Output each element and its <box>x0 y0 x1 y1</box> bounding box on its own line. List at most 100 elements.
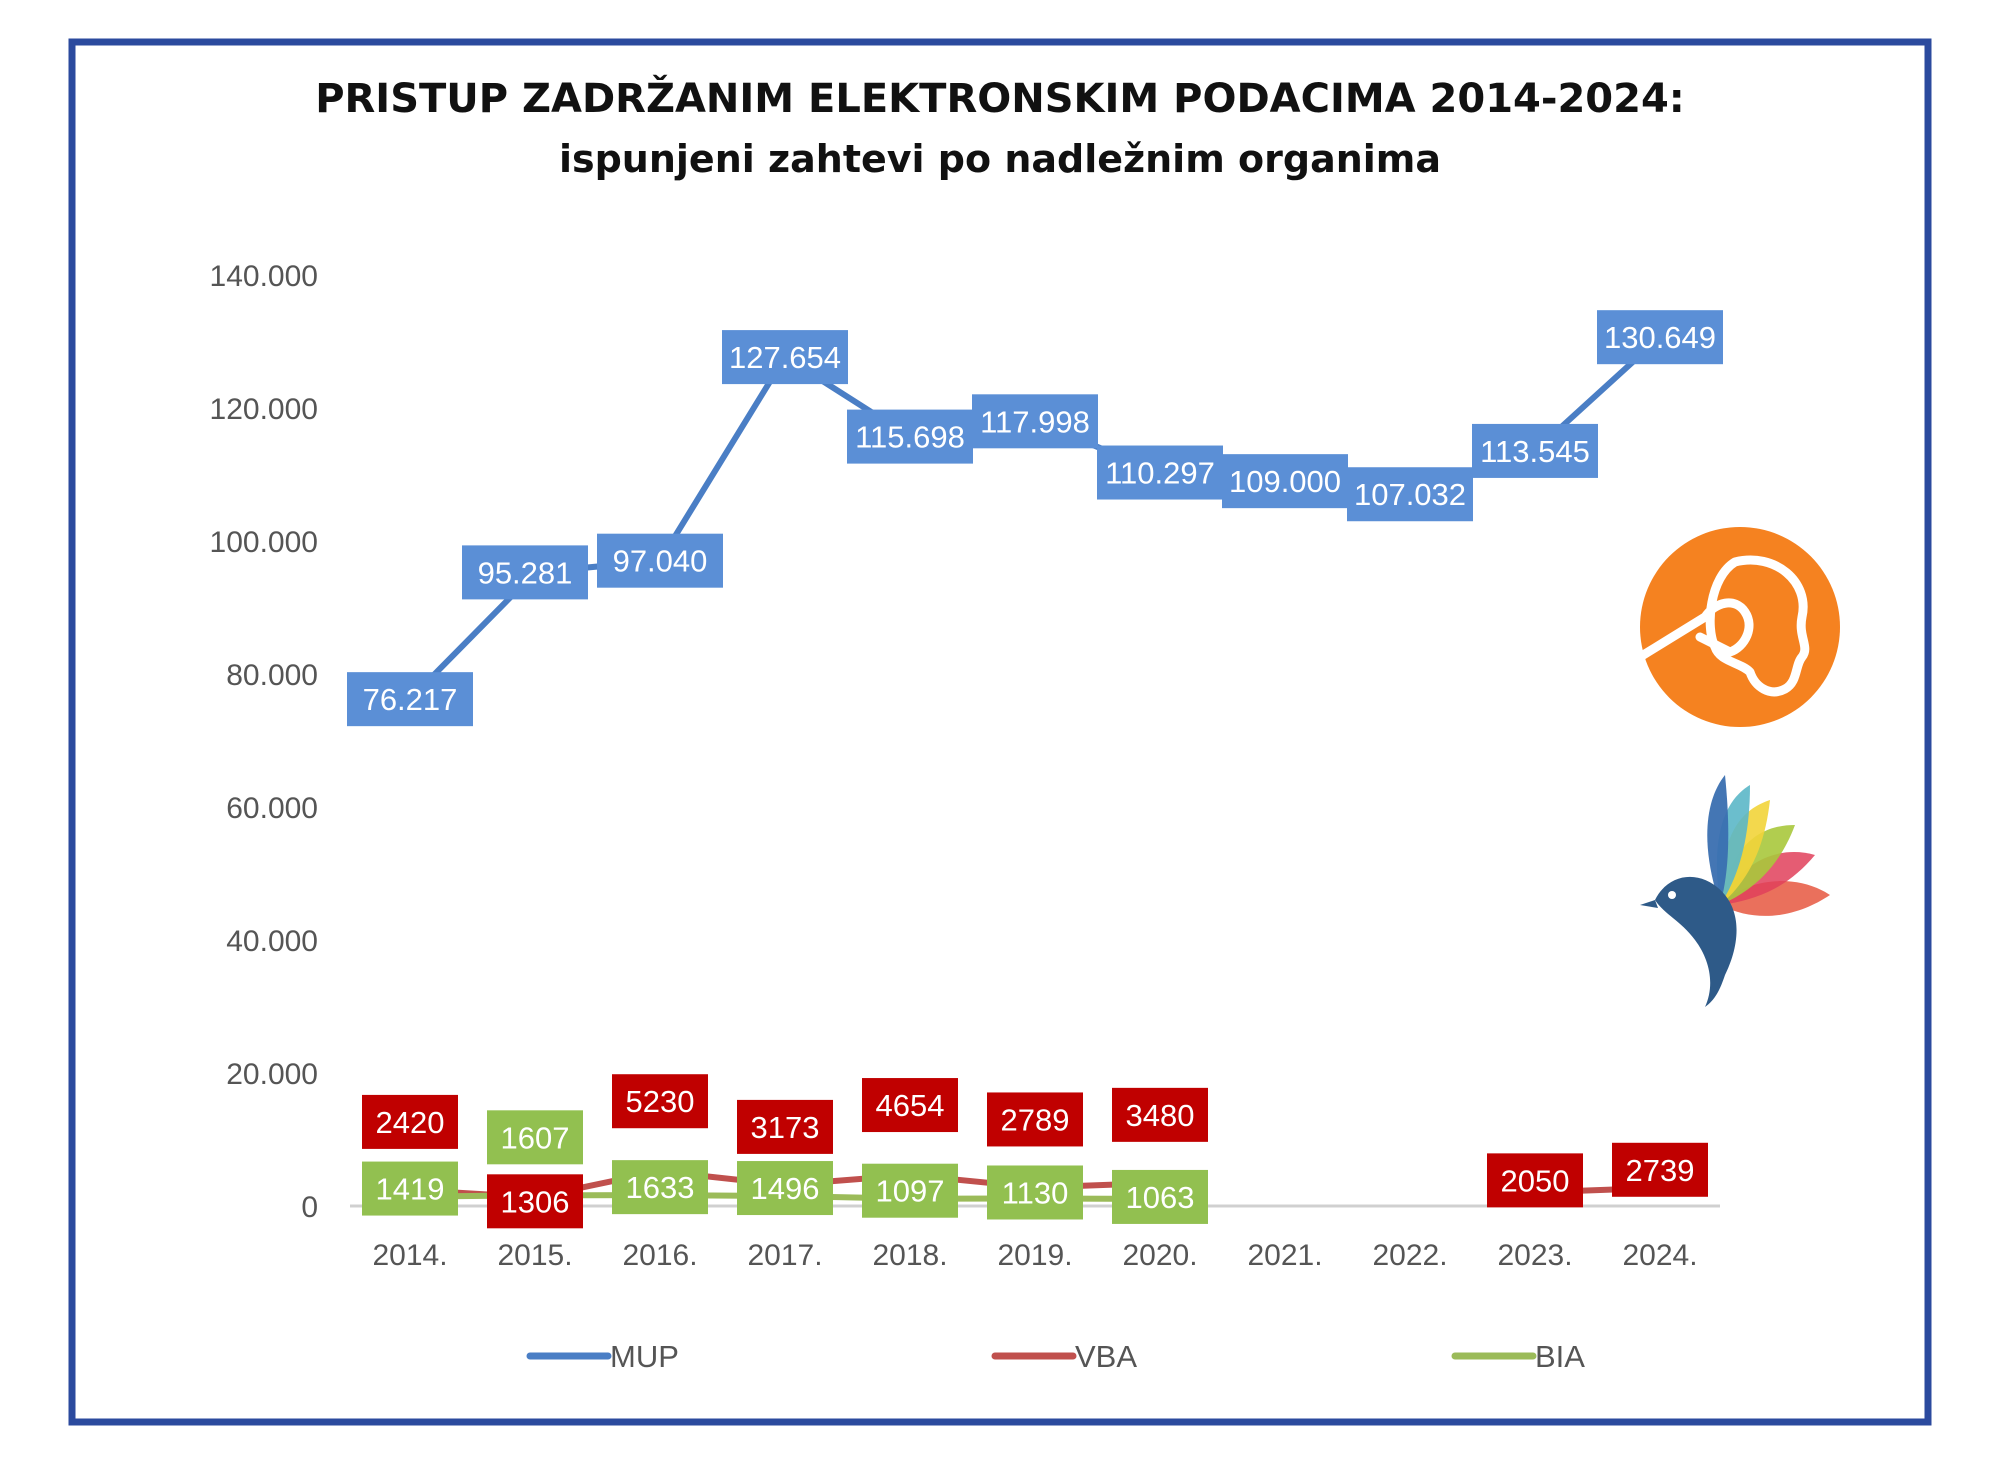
data-label-text: 1130 <box>1002 1175 1069 1210</box>
bird-wing-blue <box>1707 775 1729 905</box>
legend-item-bia: BIA <box>1451 1339 1585 1374</box>
data-label-vba: 2420 <box>362 1094 458 1149</box>
x-tick-label: 2018. <box>872 1239 947 1272</box>
data-label-vba: 4654 <box>862 1078 958 1133</box>
legend-label: MUP <box>610 1339 679 1374</box>
data-label-box <box>462 545 588 600</box>
data-label-text: 3173 <box>751 1110 820 1145</box>
y-tick-label: 140.000 <box>210 260 318 293</box>
data-label-box <box>1112 1169 1208 1224</box>
data-label-text: 109.000 <box>1229 464 1341 499</box>
x-tick-label: 2016. <box>622 1239 697 1272</box>
y-tick-label: 60.000 <box>226 792 318 825</box>
data-label-mup: 113.545 <box>1472 423 1598 478</box>
data-label-box <box>1222 454 1348 509</box>
data-label-text: 130.649 <box>1604 320 1716 355</box>
data-label-box <box>487 1174 583 1229</box>
bird-body <box>1655 876 1737 1007</box>
data-label-box <box>1597 310 1723 365</box>
data-label-text: 1496 <box>751 1171 820 1206</box>
data-label-text: 115.698 <box>855 420 965 455</box>
data-label-text: 1097 <box>876 1174 945 1209</box>
y-axis: 0 20.000 40.000 60.000 80.000 100.000 120.000 1… <box>210 260 318 1224</box>
data-label-text: 1306 <box>501 1184 570 1219</box>
y-tick-label: 120.000 <box>210 393 318 426</box>
bird-eye <box>1668 891 1676 899</box>
bird-logo <box>1640 775 1830 1007</box>
data-label-mup: 117.998 <box>972 394 1098 449</box>
data-label-mup: 109.000 <box>1222 454 1348 509</box>
data-label-text: 110.297 <box>1105 456 1215 491</box>
data-label-bia: 1419 <box>362 1161 458 1216</box>
data-label-vba: 1306 <box>487 1174 583 1229</box>
data-label-box <box>987 1165 1083 1220</box>
data-label-vba: 5230 <box>612 1074 708 1129</box>
data-label-text: 5230 <box>626 1084 695 1119</box>
orange-face-logo <box>1635 527 1840 727</box>
data-label-bia: 1063 <box>1112 1169 1208 1224</box>
data-label-text: 1607 <box>501 1120 570 1155</box>
data-label-box <box>347 672 473 727</box>
data-label-box <box>737 1099 833 1154</box>
data-label-text: 127.654 <box>729 340 841 375</box>
data-label-vba: 2739 <box>1612 1142 1708 1197</box>
data-label-vba: 2789 <box>987 1092 1083 1147</box>
data-label-mup: 110.297 <box>1097 445 1223 500</box>
data-label-box <box>847 409 973 464</box>
data-label-mup: 127.654 <box>722 330 848 385</box>
data-label-mup: 97.040 <box>597 533 723 588</box>
data-label-text: 95.281 <box>478 555 573 590</box>
data-label-box <box>612 1074 708 1129</box>
data-label-box <box>1112 1087 1208 1142</box>
x-tick-label: 2014. <box>372 1239 447 1272</box>
x-tick-label: 2023. <box>1497 1239 1572 1272</box>
chart-frame <box>68 38 1932 1426</box>
x-tick-label: 2019. <box>997 1239 1072 1272</box>
data-label-text: 2420 <box>376 1105 445 1140</box>
data-label-vba: 2050 <box>1487 1153 1583 1208</box>
data-label-bia: 1607 <box>487 1110 583 1165</box>
data-label-mup: 115.698 <box>847 409 973 464</box>
legend-label: VBA <box>1075 1339 1137 1374</box>
x-tick-label: 2021. <box>1247 1239 1322 1272</box>
data-label-box <box>1472 423 1598 478</box>
legend-label: BIA <box>1535 1339 1585 1374</box>
data-label-box <box>1612 1142 1708 1197</box>
data-label-text: 2739 <box>1626 1153 1695 1188</box>
data-label-box <box>737 1161 833 1216</box>
chart-title: PRISTUP ZADRŽANIM ELEKTRONSKIM PODACIMA … <box>315 74 1685 122</box>
data-label-box <box>1347 467 1473 522</box>
y-tick-label: 20.000 <box>226 1058 318 1091</box>
data-label-mup: 95.281 <box>462 545 588 600</box>
data-label-mup: 130.649 <box>1597 310 1723 365</box>
x-axis: 2014. 2015. 2016. 2017. 2018. 2019. 2020. 2021.… <box>372 1239 1697 1272</box>
data-label-text: 2050 <box>1501 1163 1570 1198</box>
y-tick-label: 80.000 <box>226 659 318 692</box>
data-label-text: 76.217 <box>363 682 458 717</box>
x-tick-label: 2017. <box>747 1239 822 1272</box>
data-label-bia: 1130 <box>987 1165 1083 1220</box>
data-label-box <box>987 1092 1083 1147</box>
data-label-bia: 1496 <box>737 1161 833 1216</box>
data-label-box <box>1487 1153 1583 1208</box>
data-label-text: 1633 <box>626 1170 695 1205</box>
data-label-text: 97.040 <box>613 544 708 579</box>
x-tick-label: 2020. <box>1122 1239 1197 1272</box>
data-label-text: 2789 <box>1001 1102 1070 1137</box>
data-label-box <box>722 330 848 385</box>
data-label-box <box>972 394 1098 449</box>
data-label-box <box>1097 445 1223 500</box>
y-tick-label: 40.000 <box>226 925 318 958</box>
data-label-box <box>362 1094 458 1149</box>
data-label-mup: 107.032 <box>1347 467 1473 522</box>
data-label-text: 107.032 <box>1354 477 1466 512</box>
data-labels: 76.217 95.281 97.040 127.654 115.698 117.998 1… <box>347 310 1723 1229</box>
data-label-mup: 76.217 <box>347 672 473 727</box>
legend-item-vba: VBA <box>991 1339 1137 1374</box>
data-label-bia: 1097 <box>862 1163 958 1218</box>
data-label-box <box>597 533 723 588</box>
data-label-text: 3480 <box>1126 1098 1195 1133</box>
data-label-bia: 1633 <box>612 1160 708 1215</box>
legend: MUP VBA BIA <box>526 1339 1585 1374</box>
